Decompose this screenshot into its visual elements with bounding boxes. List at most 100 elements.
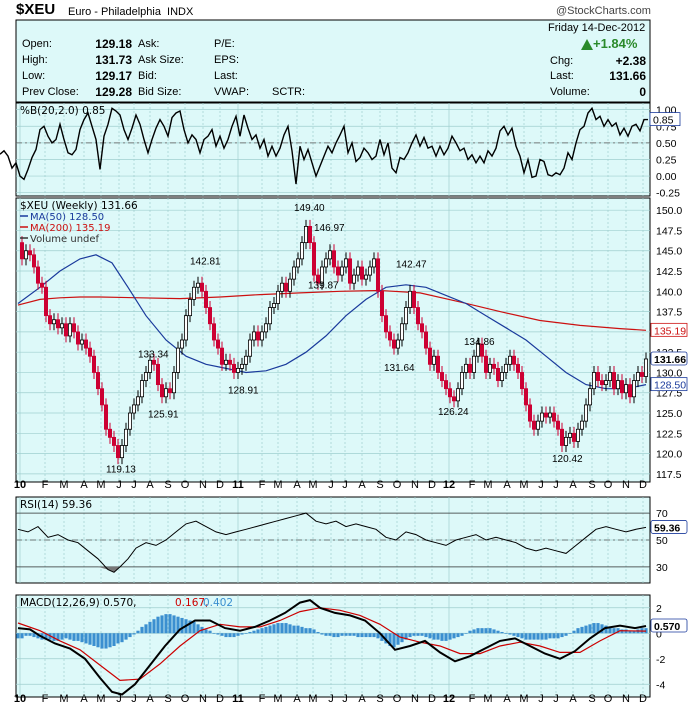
candle-body — [507, 355, 512, 365]
macd-hist-bar — [620, 629, 624, 634]
macd-hist-bar — [304, 628, 308, 634]
macd-hist-bar — [596, 623, 600, 634]
ma50-badge — [650, 377, 688, 392]
macd-hist-bar — [248, 631, 252, 634]
instrument-name-text: Euro - Philadelphia — [68, 6, 161, 18]
quote-value: 129.17 — [95, 69, 132, 83]
panel-title-signal: 0.167, — [175, 597, 208, 609]
macd-hist-bar — [268, 625, 272, 634]
macd-hist-bar — [140, 626, 144, 634]
macd-hist-bar — [20, 633, 24, 639]
macd-hist-bar — [168, 614, 172, 634]
candle-body — [556, 420, 561, 430]
candle-body — [235, 367, 240, 373]
candle-body — [60, 323, 65, 329]
y-tick-label: 0.00 — [656, 171, 677, 183]
candle-body — [431, 355, 436, 365]
macd-hist-bar — [124, 633, 128, 640]
y-tick-label: 142.5 — [656, 266, 682, 278]
candle-body — [327, 250, 332, 260]
macd-hist-bar — [112, 633, 116, 646]
macd-hist-bar — [156, 616, 160, 634]
macd-hist-bar — [552, 633, 556, 639]
candle-body — [139, 380, 144, 398]
candle-body — [548, 412, 553, 418]
macd-hist-bar — [76, 633, 80, 641]
macd-hist-bar — [532, 633, 536, 640]
candle-body — [612, 372, 617, 390]
price-annotation: 146.97 — [314, 223, 345, 234]
candle-body — [183, 315, 188, 341]
x-tick-label: N — [199, 693, 207, 705]
rsi-oversold-fill — [92, 566, 128, 573]
price-annotation: 128.91 — [228, 385, 259, 396]
candle-body — [512, 355, 517, 365]
panel-1 — [15, 197, 651, 483]
macd-hist-bar — [600, 624, 604, 634]
macd-hist-bar — [404, 633, 408, 640]
macd-hist-bar — [236, 633, 240, 636]
macd-hist-bar — [292, 625, 296, 634]
price-annotation: 120.42 — [552, 454, 583, 465]
sctr-label: SCTR: — [272, 86, 305, 98]
macd-hist-bar — [588, 624, 592, 634]
macd-hist-bar — [432, 633, 436, 640]
macd-hist-bar — [56, 633, 60, 641]
y-tick-label: 70 — [656, 508, 668, 520]
macd-hist-bar — [580, 626, 584, 634]
macd-hist-bar — [484, 628, 488, 634]
x-tick-label: F — [42, 479, 49, 491]
y-tick-label: 120.0 — [656, 449, 682, 461]
candle-body — [68, 323, 73, 337]
candle-body — [451, 396, 456, 402]
macd-hist-bar — [496, 630, 500, 634]
candle-body — [96, 372, 101, 390]
candle-body — [471, 355, 476, 373]
candle-body — [544, 412, 549, 418]
candle-body — [580, 420, 585, 430]
quote-right-value: 131.66 — [609, 69, 646, 83]
macd-hist-bar — [524, 633, 528, 640]
macd-hist-bar — [256, 629, 260, 634]
candle-body — [604, 380, 609, 386]
x-tick-label: M — [59, 693, 68, 705]
macd-hist-bar — [488, 628, 492, 634]
x-tick-label: N — [622, 479, 630, 491]
candle-body — [52, 319, 57, 325]
macd-hist-bar — [632, 630, 636, 634]
macd-hist-bar — [224, 633, 228, 638]
x-tick-label: J — [538, 693, 544, 705]
x-tick-label: J — [328, 479, 334, 491]
candle-body — [120, 445, 125, 459]
candle-body — [483, 355, 488, 373]
candle-body — [588, 388, 593, 406]
last-value-badge — [650, 351, 688, 366]
candle-body — [363, 274, 368, 280]
exchange: INDX — [167, 6, 194, 18]
candle-body — [211, 323, 216, 341]
candle-body — [335, 266, 340, 276]
macd-hist-bar — [428, 633, 432, 639]
x-tick-label: A — [569, 693, 577, 705]
macd-hist-bar — [108, 633, 112, 648]
candle-body — [295, 258, 300, 268]
macd-line — [17, 599, 647, 696]
candle-body — [36, 266, 41, 284]
macd-hist-bar — [180, 617, 184, 634]
candle-body — [495, 367, 500, 381]
candle-body — [463, 363, 468, 373]
candle-body — [383, 315, 388, 333]
x-tick-label: J — [342, 693, 348, 705]
candle-body — [528, 404, 533, 422]
macd-hist-bar — [388, 633, 392, 646]
macd-hist-bar — [136, 630, 140, 634]
candle-body — [64, 323, 69, 337]
quote-right-label: Chg: — [550, 55, 574, 67]
candle-body — [576, 428, 581, 442]
macd-hist-bar — [340, 633, 344, 636]
candle-body — [540, 412, 545, 422]
macd-hist-bar — [132, 633, 136, 635]
macd-hist-bar — [276, 623, 280, 634]
candle-body — [19, 242, 24, 260]
macd-hist-bar — [380, 633, 384, 641]
